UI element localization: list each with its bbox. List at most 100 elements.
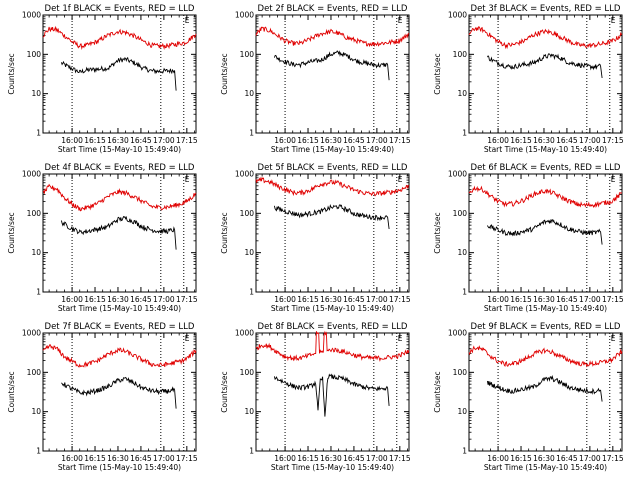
x-tick-label: 16:15 (84, 136, 106, 145)
y-tick-label: 1 (36, 288, 41, 297)
chart-panel-8: Det 8f BLACK = Events, RED = LLD 1 10 100 10… (220, 322, 411, 472)
y-tick-label: 100 (27, 50, 42, 59)
marker-e-label: E (611, 16, 616, 25)
x-tick-label: 16:45 (130, 454, 152, 463)
x-tick-label: 17:15 (389, 295, 411, 304)
x-tick-label: 17:00 (579, 136, 601, 145)
marker-e-label: E (185, 334, 190, 343)
y-tick-label: 1 (462, 129, 467, 138)
y-tick-label: 1000 (448, 11, 467, 20)
lld-series-line (42, 183, 197, 212)
chart-panel-9: Det 9f BLACK = Events, RED = LLD 1 10 100 10… (433, 322, 624, 472)
x-tick-label: 16:30 (533, 295, 555, 304)
y-axis-label: Counts/sec (7, 53, 16, 94)
plot-frame (255, 14, 410, 134)
x-tick-label: 17:00 (153, 295, 175, 304)
x-tick-label: 17:15 (176, 136, 198, 145)
y-tick-label: 10 (31, 407, 41, 416)
y-tick-label: 10 (31, 248, 41, 257)
x-tick-label: 17:00 (153, 454, 175, 463)
x-axis-label: Start Time (15-May-10 15:49:40) (271, 304, 394, 313)
x-axis-label: Start Time (15-May-10 15:49:40) (58, 145, 181, 154)
panel-title: Det 8f BLACK = Events, RED = LLD (258, 322, 408, 332)
x-tick-label: 16:30 (533, 454, 555, 463)
y-axis-label: Counts/sec (433, 53, 442, 94)
marker-e-label: E (398, 334, 403, 343)
x-tick-label: 17:00 (579, 295, 601, 304)
x-tick-label: 16:45 (130, 136, 152, 145)
events-series-line (487, 218, 603, 245)
marker-e-label: E (185, 16, 190, 25)
x-axis-label: Start Time (15-May-10 15:49:40) (58, 304, 181, 313)
y-tick-label: 1 (249, 129, 254, 138)
x-tick-label: 16:15 (510, 136, 532, 145)
x-tick-label: 17:15 (389, 454, 411, 463)
chart-panel-6: Det 6f BLACK = Events, RED = LLD 1 10 100 10… (433, 163, 624, 313)
y-tick-label: 100 (27, 368, 42, 377)
lld-series-line (468, 26, 623, 50)
panel-title: Det 5f BLACK = Events, RED = LLD (258, 163, 408, 173)
x-tick-label: 16:30 (320, 136, 342, 145)
y-tick-label: 100 (453, 368, 468, 377)
x-tick-label: 16:00 (61, 454, 83, 463)
y-tick-label: 1000 (22, 329, 41, 338)
y-tick-label: 1000 (448, 170, 467, 179)
x-tick-label: 17:15 (602, 136, 624, 145)
x-tick-label: 16:30 (107, 136, 129, 145)
panel-title: Det 9f BLACK = Events, RED = LLD (471, 322, 621, 332)
x-tick-label: 16:45 (556, 295, 578, 304)
lld-series-line (255, 330, 410, 362)
y-tick-label: 1000 (22, 11, 41, 20)
x-axis-label: Start Time (15-May-10 15:49:40) (484, 463, 607, 472)
x-tick-label: 16:15 (84, 295, 106, 304)
events-series-line (273, 50, 390, 81)
y-tick-label: 100 (453, 50, 468, 59)
x-axis-label: Start Time (15-May-10 15:49:40) (271, 463, 394, 472)
y-tick-label: 1000 (235, 11, 254, 20)
y-tick-label: 100 (453, 209, 468, 218)
plot-frame (468, 14, 623, 134)
plot-frame (468, 173, 623, 293)
y-axis-label: Counts/sec (7, 212, 16, 253)
x-tick-label: 16:15 (84, 454, 106, 463)
x-tick-label: 16:45 (556, 454, 578, 463)
marker-e-label: E (398, 175, 403, 184)
x-tick-label: 16:15 (510, 454, 532, 463)
panel-title: Det 3f BLACK = Events, RED = LLD (471, 4, 621, 14)
x-tick-label: 17:00 (579, 454, 601, 463)
y-tick-label: 1 (249, 447, 254, 456)
chart-panel-5: Det 5f BLACK = Events, RED = LLD 1 10 100 10… (220, 163, 411, 313)
marker-e-label: E (611, 175, 616, 184)
events-series-line (273, 373, 390, 417)
panel-title: Det 7f BLACK = Events, RED = LLD (45, 322, 195, 332)
x-tick-label: 16:00 (61, 136, 83, 145)
y-tick-label: 10 (457, 248, 467, 257)
marker-e-label: E (398, 16, 403, 25)
x-tick-label: 16:45 (130, 295, 152, 304)
x-tick-label: 16:30 (107, 454, 129, 463)
panel-title: Det 4f BLACK = Events, RED = LLD (45, 163, 195, 173)
y-tick-label: 1 (462, 288, 467, 297)
y-axis-label: Counts/sec (220, 212, 229, 253)
x-tick-label: 16:00 (487, 295, 509, 304)
chart-panel-2: Det 2f BLACK = Events, RED = LLD 1 10 100 10… (220, 4, 411, 154)
plot-frame (42, 173, 197, 293)
y-tick-label: 100 (240, 50, 255, 59)
y-tick-label: 1000 (235, 329, 254, 338)
y-tick-label: 100 (240, 368, 255, 377)
lld-series-line (255, 26, 410, 48)
events-series-line (60, 56, 177, 91)
x-tick-label: 17:15 (176, 454, 198, 463)
chart-panel-1: Det 1f BLACK = Events, RED = LLD 1 10 100 10… (7, 4, 198, 154)
x-tick-label: 16:00 (487, 136, 509, 145)
plot-frame (255, 332, 410, 452)
x-tick-label: 16:45 (343, 136, 365, 145)
y-tick-label: 1000 (22, 170, 41, 179)
x-tick-label: 16:30 (107, 295, 129, 304)
events-series-line (487, 53, 603, 79)
panel-title: Det 1f BLACK = Events, RED = LLD (45, 4, 195, 14)
lld-series-line (42, 344, 197, 368)
x-tick-label: 16:30 (320, 295, 342, 304)
